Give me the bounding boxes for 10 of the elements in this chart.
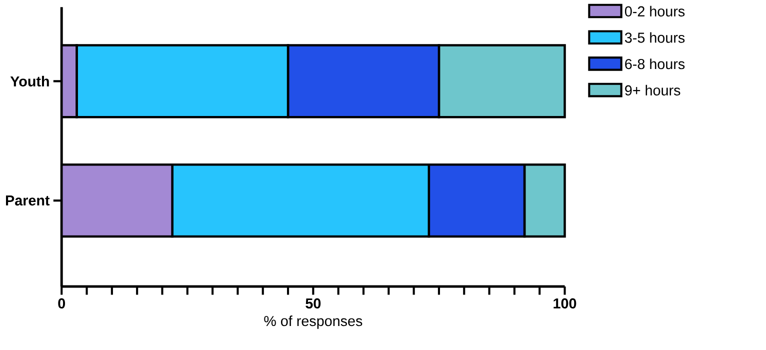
legend-label: 6-8 hours: [625, 58, 685, 70]
x-axis-title: % of responses: [264, 315, 362, 329]
x-tick-label: 0: [58, 298, 66, 308]
legend-label: 9+ hours: [625, 84, 680, 96]
y-tick-label: Parent: [6, 195, 50, 206]
legend-label: 0-2 hours: [624, 6, 685, 16]
x-tick-label: 100: [554, 298, 576, 308]
legend-label: 3-5 hours: [624, 32, 685, 43]
x-tick-label: 50: [306, 298, 321, 308]
y-tick-label: Youth: [10, 76, 49, 86]
